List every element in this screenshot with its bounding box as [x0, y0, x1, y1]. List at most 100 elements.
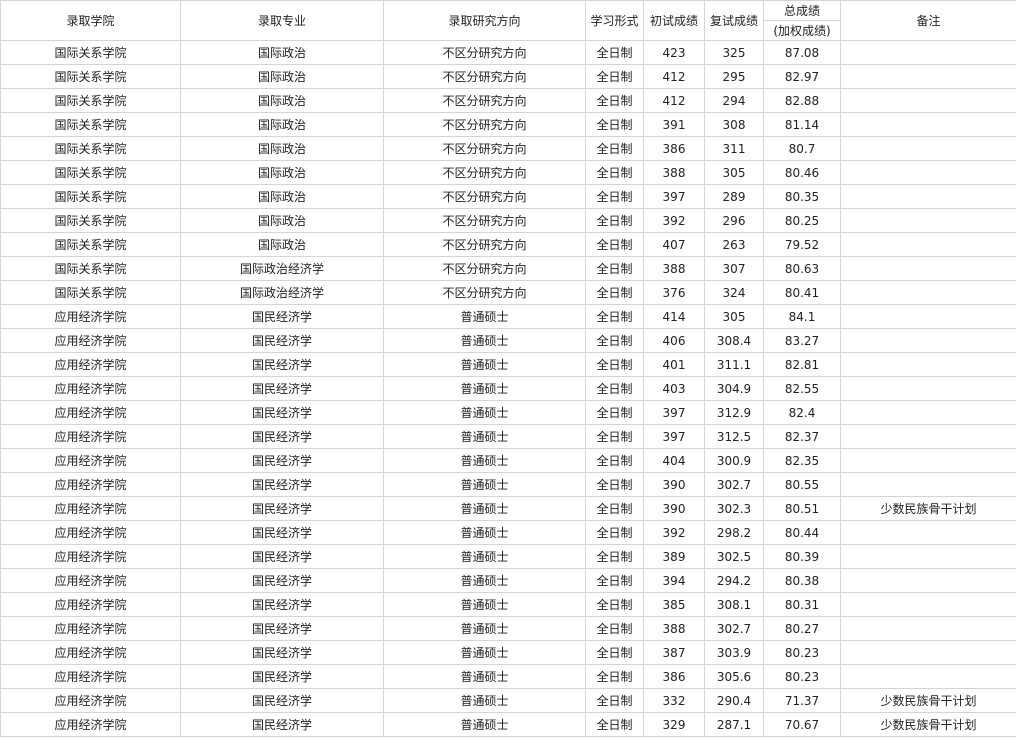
- table-cell: 全日制: [585, 688, 644, 713]
- table-cell: [840, 400, 1016, 425]
- table-cell: 国民经济学: [180, 400, 384, 425]
- table-cell: 普通硕士: [383, 352, 586, 377]
- header-cell: 备注: [840, 0, 1016, 41]
- table-cell: 80.35: [763, 184, 841, 209]
- table-cell: 应用经济学院: [0, 496, 181, 521]
- table-cell: 国际关系学院: [0, 208, 181, 233]
- table-cell: 302.5: [704, 544, 764, 569]
- table-cell: 国际政治: [180, 232, 384, 257]
- table-cell: 全日制: [585, 400, 644, 425]
- table-row: 应用经济学院 国民经济学 普通硕士 全日制 386 305.6 80.23: [0, 664, 1016, 689]
- table-cell: 263: [704, 232, 764, 257]
- table-row: 国际关系学院 国际政治 不区分研究方向 全日制 407 263 79.52: [0, 232, 1016, 257]
- table-cell: 应用经济学院: [0, 640, 181, 665]
- table-row: 应用经济学院 国民经济学 普通硕士 全日制 385 308.1 80.31: [0, 592, 1016, 617]
- table-cell: 国际关系学院: [0, 160, 181, 185]
- table-cell: 70.67: [763, 712, 841, 737]
- table-cell: [840, 448, 1016, 473]
- table-cell: 294: [704, 88, 764, 113]
- table-cell: 国际政治经济学: [180, 256, 384, 281]
- table-cell: 397: [643, 184, 705, 209]
- table-cell: 国民经济学: [180, 352, 384, 377]
- table-cell: 385: [643, 592, 705, 617]
- table-cell: 290.4: [704, 688, 764, 713]
- table-cell: 82.55: [763, 376, 841, 401]
- table-cell: 国际关系学院: [0, 64, 181, 89]
- table-body: 国际关系学院 国际政治 不区分研究方向 全日制 423 325 87.08 国际关系学院 国际政…: [0, 40, 1016, 737]
- table-cell: [840, 592, 1016, 617]
- table-cell: 80.63: [763, 256, 841, 281]
- table-cell: 国际政治: [180, 160, 384, 185]
- table-row: 国际关系学院 国际政治 不区分研究方向 全日制 412 294 82.88: [0, 88, 1016, 113]
- table-cell: 应用经济学院: [0, 328, 181, 353]
- table-cell: 392: [643, 520, 705, 545]
- table-cell: 80.55: [763, 472, 841, 497]
- table-cell: 国民经济学: [180, 376, 384, 401]
- table-cell: 84.1: [763, 304, 841, 329]
- table-cell: [840, 136, 1016, 161]
- table-cell: 305: [704, 160, 764, 185]
- header-cell: (加权成绩): [763, 20, 841, 41]
- table-cell: 388: [643, 616, 705, 641]
- table-cell: 全日制: [585, 496, 644, 521]
- table-cell: 普通硕士: [383, 328, 586, 353]
- table-cell: 298.2: [704, 520, 764, 545]
- table-cell: 82.35: [763, 448, 841, 473]
- table-cell: 389: [643, 544, 705, 569]
- table-cell: 82.81: [763, 352, 841, 377]
- table-cell: 302.7: [704, 472, 764, 497]
- table-cell: 324: [704, 280, 764, 305]
- table-cell: [840, 544, 1016, 569]
- table-cell: 全日制: [585, 328, 644, 353]
- table-cell: [840, 376, 1016, 401]
- table-cell: [840, 88, 1016, 113]
- table-cell: 不区分研究方向: [383, 160, 586, 185]
- table-row: 应用经济学院 国民经济学 普通硕士 全日制 403 304.9 82.55: [0, 376, 1016, 401]
- table-row: 应用经济学院 国民经济学 普通硕士 全日制 392 298.2 80.44: [0, 520, 1016, 545]
- header-cell: 复试成绩: [704, 0, 764, 41]
- table-cell: 82.97: [763, 64, 841, 89]
- table-cell: 80.23: [763, 640, 841, 665]
- table-row: 应用经济学院 国民经济学 普通硕士 全日制 390 302.3 80.51 少数民族骨干计划: [0, 496, 1016, 521]
- table-cell: 国民经济学: [180, 592, 384, 617]
- table-cell: 国际关系学院: [0, 184, 181, 209]
- table-cell: [840, 616, 1016, 641]
- table-cell: 305.6: [704, 664, 764, 689]
- table-row: 国际关系学院 国际政治 不区分研究方向 全日制 388 305 80.46: [0, 160, 1016, 185]
- table-cell: 404: [643, 448, 705, 473]
- header-cell: 初试成绩: [643, 0, 705, 41]
- table-cell: 80.41: [763, 280, 841, 305]
- table-cell: [840, 112, 1016, 137]
- table-cell: 应用经济学院: [0, 712, 181, 737]
- table-cell: 388: [643, 160, 705, 185]
- table-cell: 少数民族骨干计划: [840, 688, 1016, 713]
- table-row: 应用经济学院 国民经济学 普通硕士 全日制 406 308.4 83.27: [0, 328, 1016, 353]
- table-cell: 294.2: [704, 568, 764, 593]
- table-cell: 303.9: [704, 640, 764, 665]
- table-cell: 376: [643, 280, 705, 305]
- table-cell: 国民经济学: [180, 328, 384, 353]
- table-cell: 80.44: [763, 520, 841, 545]
- table-cell: [840, 664, 1016, 689]
- table-cell: 308: [704, 112, 764, 137]
- table-row: 国际关系学院 国际政治 不区分研究方向 全日制 391 308 81.14: [0, 112, 1016, 137]
- table-cell: 少数民族骨干计划: [840, 712, 1016, 737]
- table-cell: 401: [643, 352, 705, 377]
- table-cell: 414: [643, 304, 705, 329]
- table-cell: 311: [704, 136, 764, 161]
- table-cell: 普通硕士: [383, 712, 586, 737]
- table-cell: 80.7: [763, 136, 841, 161]
- table-cell: 87.08: [763, 40, 841, 65]
- table-row: 国际关系学院 国际政治经济学 不区分研究方向 全日制 388 307 80.63: [0, 256, 1016, 281]
- table-cell: 应用经济学院: [0, 520, 181, 545]
- table-cell: 全日制: [585, 136, 644, 161]
- table-cell: 全日制: [585, 376, 644, 401]
- table-cell: 332: [643, 688, 705, 713]
- table-cell: [840, 40, 1016, 65]
- table-cell: 应用经济学院: [0, 592, 181, 617]
- table-cell: 国际政治: [180, 136, 384, 161]
- table-cell: [840, 304, 1016, 329]
- table-cell: 308.1: [704, 592, 764, 617]
- table-cell: 不区分研究方向: [383, 136, 586, 161]
- table-cell: 80.27: [763, 616, 841, 641]
